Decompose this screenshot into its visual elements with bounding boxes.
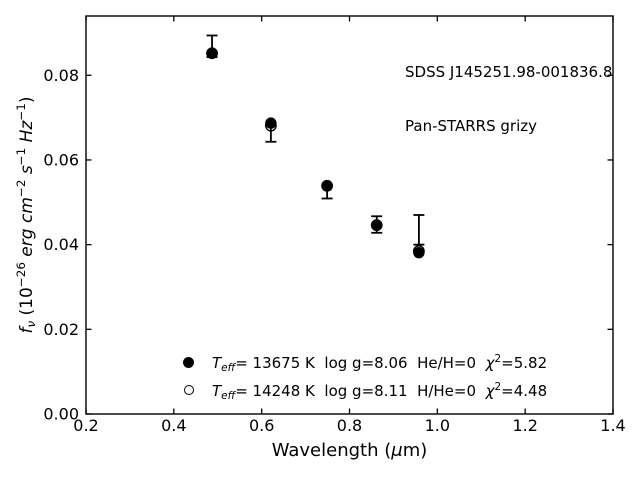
rich-text-part: 2 <box>494 353 502 366</box>
rich-text-part: = 13675 K log g=8.06 He/H=0 <box>235 354 486 372</box>
rich-text-part: =5.82 <box>501 354 548 372</box>
rich-text-part: cm <box>17 197 37 224</box>
x-axis-label: Wavelength (μm) <box>86 440 613 461</box>
rich-text-part: T <box>212 382 222 400</box>
y-tick-label: 0.00 <box>43 405 79 424</box>
rich-text-part: −2 <box>14 179 29 198</box>
rich-text-part: Hz <box>17 120 37 143</box>
rich-text-part: f <box>17 327 37 334</box>
x-tick-label: 0.8 <box>337 416 362 435</box>
filled-circle-point <box>265 117 277 129</box>
rich-text-part: −1 <box>14 103 29 121</box>
rich-text-part: Wavelength ( <box>271 440 392 461</box>
y-tick-label: 0.04 <box>43 235 79 254</box>
x-tick-label: 0.2 <box>73 416 98 435</box>
filled-circle-point <box>413 246 425 259</box>
x-tick-label: 1.4 <box>600 416 625 435</box>
legend-entry-h-model: Teff= 14248 K log g=8.11 H/He=0 χ2=4.48 <box>212 381 548 402</box>
rich-text-part: (10 <box>17 287 37 321</box>
rich-text-part: m) <box>402 440 428 461</box>
rich-text-part <box>17 257 37 262</box>
y-tick-label: 0.06 <box>43 150 79 169</box>
filled-circle-point <box>321 180 333 192</box>
x-tick-label: 0.6 <box>249 416 274 435</box>
rich-text-part: χ <box>485 354 495 372</box>
survey-filters-text: Pan-STARRS grizy <box>405 117 538 135</box>
rich-text-part: s <box>17 165 37 175</box>
rich-text-part: μ <box>391 440 403 461</box>
rich-text-part: eff <box>221 389 236 402</box>
rich-text-part: ) <box>17 96 37 104</box>
y-tick-label: 0.02 <box>43 320 79 339</box>
object-id-text: SDSS J145251.98-001836.8 <box>405 63 613 81</box>
legend-filled-circle-icon <box>183 357 194 368</box>
filled-circle-point <box>206 47 218 59</box>
rich-text-part: 2 <box>494 381 502 394</box>
rich-text-part: eff <box>221 361 236 374</box>
rich-text-part: = 14248 K log g=8.11 H/He=0 <box>235 382 486 400</box>
filled-circle-point <box>371 219 383 231</box>
object-annotation: SDSS J145251.98-001836.8 Pan-STARRS griz… <box>405 27 612 171</box>
legend-open-circle-icon <box>184 385 194 395</box>
rich-text-part: =4.48 <box>501 382 548 400</box>
rich-text-part <box>17 223 37 228</box>
rich-text-part: ν <box>24 320 39 328</box>
x-tick-label: 1.0 <box>425 416 450 435</box>
y-axis-label: fν (10−26 erg cm−2 s−1 Hz−1) <box>14 96 39 334</box>
x-tick-label: 0.4 <box>161 416 186 435</box>
rich-text-part: erg <box>17 228 37 257</box>
rich-text-part: −26 <box>14 262 29 288</box>
rich-text-part: T <box>212 354 222 372</box>
rich-text-part: χ <box>485 382 495 400</box>
y-tick-label: 0.08 <box>43 66 79 85</box>
x-tick-label: 1.2 <box>512 416 537 435</box>
rich-text-part: −1 <box>14 147 29 166</box>
legend-entry-he-model: Teff= 13675 K log g=8.06 He/H=0 χ2=5.82 <box>212 353 548 374</box>
